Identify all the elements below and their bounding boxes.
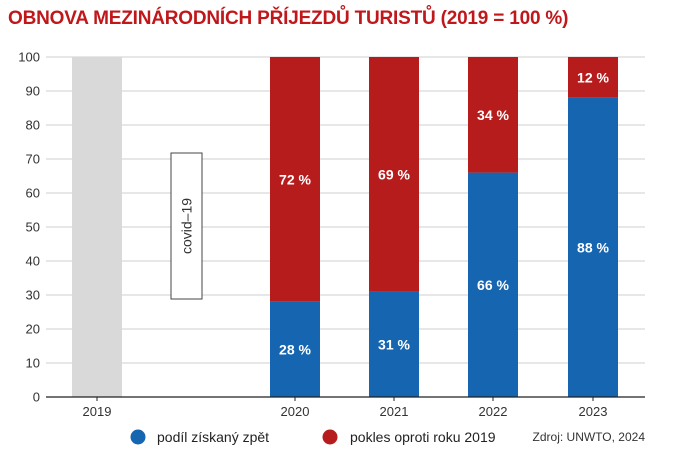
x-tick-label: 2023: [579, 404, 608, 419]
data-label: 31 %: [378, 336, 410, 352]
bar-decline-2023: [568, 57, 618, 98]
source-note: Zdroj: UNWTO, 2024: [533, 430, 646, 444]
data-label: 72 %: [279, 171, 311, 187]
y-tick-label: 20: [26, 322, 40, 337]
y-tick-label: 60: [26, 186, 40, 201]
annotation-box: [170, 152, 203, 300]
data-label: 28 %: [279, 341, 311, 357]
y-tick-label: 70: [26, 152, 40, 167]
bar-recovered-2022: [468, 172, 518, 397]
bar-recovered-2020: [270, 301, 320, 397]
annotation-text: covid–19: [179, 198, 195, 254]
y-tick-label: 10: [26, 356, 40, 371]
x-tick-label: 2019: [83, 404, 112, 419]
y-tick-label: 50: [26, 220, 40, 235]
bar-baseline-2019: [72, 57, 122, 397]
y-tick-label: 40: [26, 254, 40, 269]
y-tick-label: 0: [33, 390, 40, 405]
bar-decline-2020: [270, 57, 320, 302]
data-label: 12 %: [577, 69, 609, 85]
data-label: 34 %: [477, 107, 509, 123]
data-label: 66 %: [477, 277, 509, 293]
legend-label-decline: pokles oproti roku 2019: [350, 429, 496, 445]
legend-marker-decline: [322, 429, 338, 445]
bar-recovered-2023: [568, 97, 618, 398]
x-tick-label: 2020: [281, 404, 310, 419]
y-tick-label: 90: [26, 84, 40, 99]
x-tick-label: 2022: [479, 404, 508, 419]
y-tick-label: 30: [26, 288, 40, 303]
data-label: 88 %: [577, 239, 609, 255]
bar-decline-2021: [369, 57, 419, 292]
y-tick-label: 80: [26, 118, 40, 133]
chart-title: OBNOVA MEZINÁRODNÍCH PŘÍJEZDŮ TURISTŮ (2…: [8, 8, 569, 29]
y-tick-label: 100: [18, 50, 40, 65]
data-label: 69 %: [378, 166, 410, 182]
x-tick-label: 2021: [380, 404, 409, 419]
legend-label-recovered: podíl získaný zpět: [157, 429, 269, 445]
bar-recovered-2021: [369, 291, 419, 397]
bar-decline-2022: [468, 57, 518, 173]
legend-marker-recovered: [130, 429, 146, 445]
